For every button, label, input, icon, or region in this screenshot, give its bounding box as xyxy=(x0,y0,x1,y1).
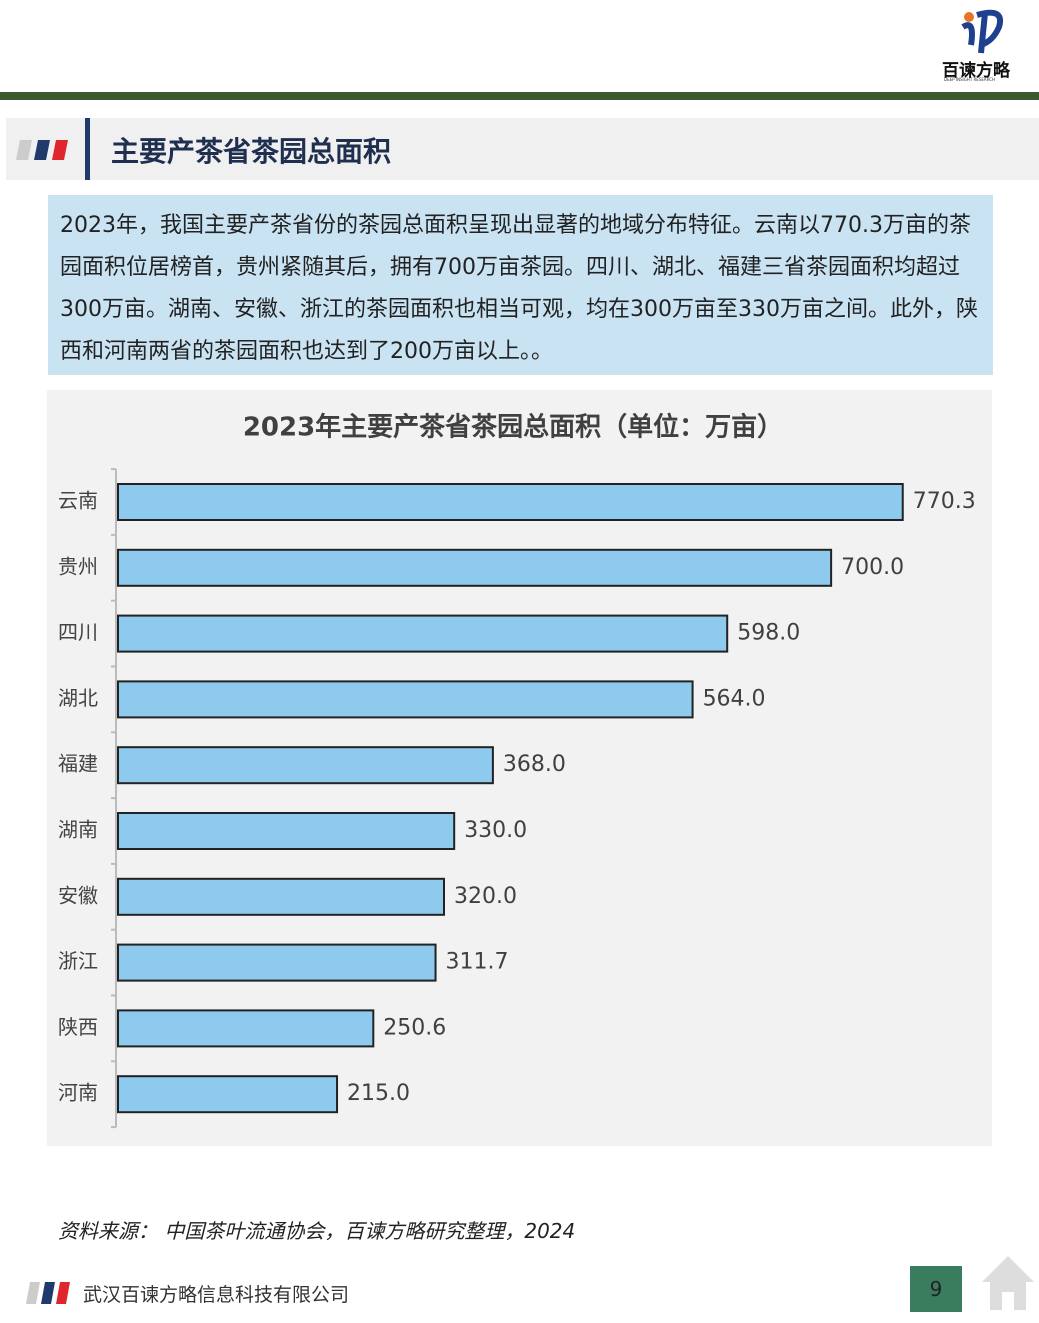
title-icon xyxy=(16,140,68,160)
value-label: 320.0 xyxy=(454,884,517,909)
value-label: 700.0 xyxy=(841,555,904,580)
value-label: 250.6 xyxy=(383,1015,446,1040)
category-label: 云南 xyxy=(58,489,98,513)
value-label: 770.3 xyxy=(913,489,976,514)
category-label: 陕西 xyxy=(58,1015,98,1039)
bar xyxy=(117,548,833,587)
source: 资料来源： 中国茶叶流通协会，百谏方略研究整理，2024 xyxy=(58,1219,576,1243)
bar xyxy=(117,680,694,719)
bar xyxy=(117,614,729,653)
value-label: 330.0 xyxy=(464,818,527,843)
chart: 2023年主要产茶省茶园总面积（单位：万亩） 云南 770.3 贵州 700.0 四川 5… xyxy=(58,412,976,1129)
value-label: 598.0 xyxy=(737,621,800,646)
footer-company: 武汉百谏方略信息科技有限公司 xyxy=(83,1284,350,1306)
value-label: 311.7 xyxy=(446,950,509,975)
value-label: 564.0 xyxy=(703,686,766,711)
value-label: 215.0 xyxy=(347,1081,410,1106)
section-title: 主要产茶省茶园总面积 xyxy=(111,135,392,168)
category-label: 四川 xyxy=(58,620,98,644)
category-label: 湖南 xyxy=(58,818,98,842)
category-label: 福建 xyxy=(58,752,98,776)
chart-title: 2023年主要产茶省茶园总面积（单位：万亩） xyxy=(243,412,783,443)
page-number: 9 xyxy=(910,1266,962,1312)
category-label: 贵州 xyxy=(58,554,98,578)
title-bar xyxy=(85,118,90,180)
category-label: 河南 xyxy=(58,1081,98,1105)
logo-tagline: DEEP INSIGHT RESEARCH xyxy=(944,77,996,82)
header-rule xyxy=(0,92,1039,100)
summary: 2023年，我国主要产茶省份的茶园总面积呈现出显著的地域分布特征。云南以770.… xyxy=(48,195,993,375)
bar xyxy=(117,1075,339,1114)
bar xyxy=(117,877,445,916)
bar xyxy=(117,483,904,521)
title-band xyxy=(6,118,1039,180)
bar xyxy=(117,746,494,785)
logo-mark xyxy=(961,9,1003,54)
bar xyxy=(117,1009,375,1048)
category-label: 安徽 xyxy=(58,883,98,907)
bar xyxy=(117,943,437,982)
bar xyxy=(117,812,456,850)
category-label: 湖北 xyxy=(58,686,98,710)
category-label: 浙江 xyxy=(58,949,98,973)
value-label: 368.0 xyxy=(503,752,566,777)
footer-icon xyxy=(26,1282,70,1304)
logo-name: 百谏方略 xyxy=(942,61,1010,81)
home-icon[interactable] xyxy=(980,1252,1036,1312)
